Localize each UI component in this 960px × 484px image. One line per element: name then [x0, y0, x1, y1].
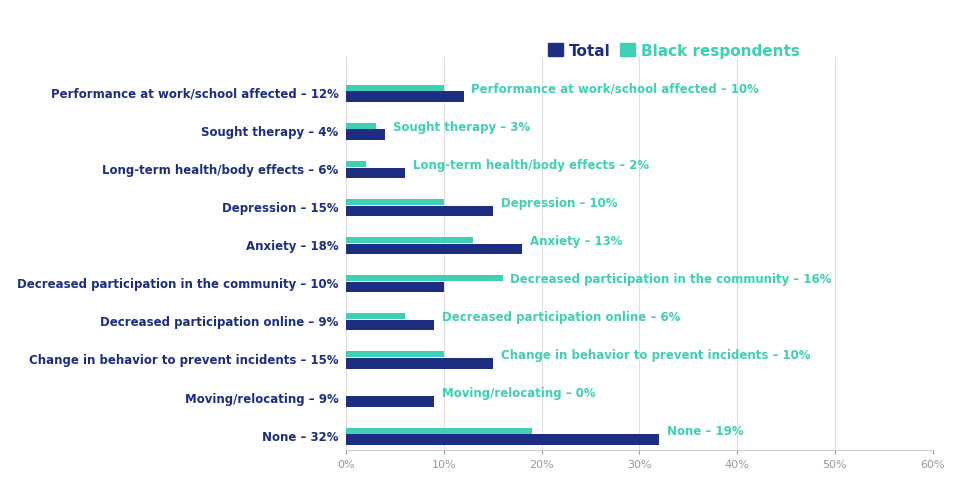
Text: Decreased participation online – 9%: Decreased participation online – 9%: [100, 316, 339, 329]
Text: Sought therapy – 3%: Sought therapy – 3%: [394, 121, 530, 133]
Text: Long-term health/body effects – 6%: Long-term health/body effects – 6%: [102, 164, 339, 177]
Text: Decreased participation in the community – 16%: Decreased participation in the community…: [511, 272, 832, 285]
Bar: [347, 314, 405, 320]
Text: Decreased participation online – 6%: Decreased participation online – 6%: [442, 310, 681, 323]
Bar: [347, 130, 385, 141]
Text: Performance at work/school affected – 10%: Performance at work/school affected – 10…: [471, 82, 759, 95]
Text: Long-term health/body effects – 2%: Long-term health/body effects – 2%: [413, 158, 649, 171]
Text: None – 32%: None – 32%: [262, 430, 339, 443]
Text: Performance at work/school affected – 12%: Performance at work/school affected – 12…: [51, 88, 339, 101]
Text: Anxiety – 18%: Anxiety – 18%: [246, 240, 339, 253]
Bar: [347, 168, 405, 179]
Bar: [347, 428, 532, 434]
Bar: [347, 238, 473, 244]
Legend: Total, Black respondents: Total, Black respondents: [541, 38, 806, 65]
Bar: [347, 124, 375, 130]
Bar: [347, 282, 444, 293]
Bar: [347, 434, 659, 445]
Text: Depression – 15%: Depression – 15%: [222, 202, 339, 215]
Text: Anxiety – 13%: Anxiety – 13%: [530, 234, 622, 247]
Bar: [347, 162, 366, 168]
Text: Moving/relocating – 0%: Moving/relocating – 0%: [442, 386, 596, 399]
Bar: [347, 276, 503, 282]
Bar: [347, 396, 434, 407]
Bar: [347, 92, 464, 103]
Text: Moving/relocating – 9%: Moving/relocating – 9%: [184, 392, 339, 405]
Bar: [347, 358, 492, 369]
Text: Sought therapy – 4%: Sought therapy – 4%: [202, 126, 339, 139]
Bar: [347, 244, 522, 255]
Text: None – 19%: None – 19%: [667, 424, 743, 437]
Bar: [347, 320, 434, 331]
Text: Decreased participation in the community – 10%: Decreased participation in the community…: [17, 278, 339, 291]
Text: Change in behavior to prevent incidents – 15%: Change in behavior to prevent incidents …: [29, 354, 339, 367]
Text: Depression – 10%: Depression – 10%: [501, 196, 617, 209]
Bar: [347, 86, 444, 92]
Text: Change in behavior to prevent incidents – 10%: Change in behavior to prevent incidents …: [501, 348, 810, 361]
Bar: [347, 200, 444, 206]
Bar: [347, 206, 492, 217]
Bar: [347, 352, 444, 358]
